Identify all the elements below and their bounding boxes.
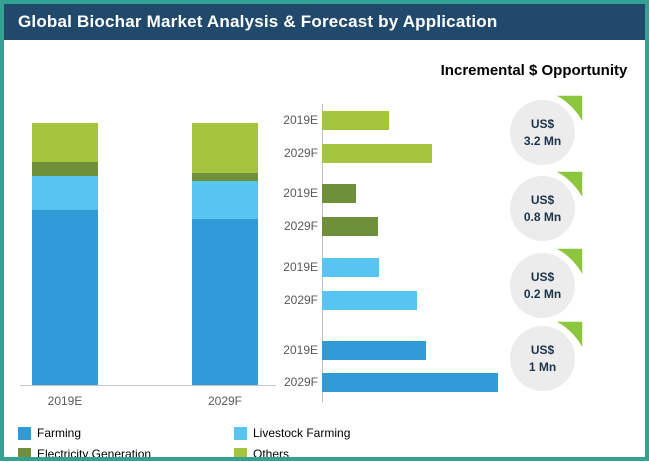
hbar-row-others-2029f: 2029F: [272, 143, 432, 163]
category-label-2029f: 2029F: [207, 394, 243, 408]
hbar-electricity-2019e: [322, 183, 356, 203]
hbar-row-livestock-2019e: 2019E: [272, 257, 379, 277]
legend-item-farming: Farming: [18, 426, 234, 440]
legend-swatch: [18, 426, 31, 440]
segment-livestock-2029f: [192, 181, 258, 219]
badge-amount: 0.2 Mn: [523, 286, 562, 301]
segment-farming-2029f: [192, 219, 258, 385]
segment-electricity-2019e: [32, 162, 98, 176]
x-axis-line: [20, 385, 276, 386]
horizontal-bar-chart: 2019E 2029F 2019E 2029F 2019E 2029F 2019…: [272, 104, 517, 402]
hbar-livestock-2029f: [322, 290, 417, 310]
hbar-row-farming-2019e: 2019E: [272, 340, 426, 360]
opportunity-badge-farming: US$ 1 Mn: [510, 320, 584, 391]
badge-currency: US$: [530, 270, 555, 285]
badge-circle: US$ 0.8 Mn: [510, 176, 575, 241]
hbar-others-2029f: [322, 143, 432, 163]
chart-legend: Farming Livestock Farming Electricity Ge…: [18, 426, 350, 461]
stacked-column-2019e: [32, 123, 98, 385]
title-bar: Global Biochar Market Analysis & Forecas…: [4, 4, 645, 40]
page-title: Global Biochar Market Analysis & Forecas…: [18, 12, 498, 31]
badge-amount: 0.8 Mn: [523, 209, 562, 224]
opportunity-badge-livestock: US$ 0.2 Mn: [510, 247, 584, 318]
opportunity-badge-electricity: US$ 0.8 Mn: [510, 170, 584, 241]
hbar-electricity-2029f: [322, 216, 378, 236]
badge-amount: 1 Mn: [528, 359, 557, 374]
hbar-label: 2019E: [283, 113, 318, 127]
legend-item-livestock-farming: Livestock Farming: [234, 426, 350, 440]
hbar-livestock-2019e: [322, 257, 379, 277]
incremental-opportunity-title: Incremental $ Opportunity: [440, 62, 628, 79]
hbar-label: 2029F: [283, 219, 318, 233]
segment-livestock-2019e: [32, 176, 98, 210]
growth-leaf-icon: [552, 94, 584, 125]
legend-item-others: Others: [234, 447, 350, 461]
badge-currency: US$: [530, 343, 555, 358]
growth-leaf-icon: [552, 170, 584, 201]
badge-circle: US$ 3.2 Mn: [510, 100, 575, 165]
hbar-row-others-2019e: 2019E: [272, 110, 389, 130]
segment-others-2029f: [192, 123, 258, 173]
badge-amount: 3.2 Mn: [523, 133, 562, 148]
legend-swatch: [18, 447, 31, 457]
hbar-farming-2019e: [322, 340, 426, 360]
legend-swatch: [234, 426, 247, 440]
legend-item-electricity-generation: Electricity Generation: [18, 447, 234, 461]
badge-currency: US$: [530, 117, 555, 132]
legend-label: Others: [253, 447, 290, 461]
hbar-row-electricity-2029f: 2029F: [272, 216, 378, 236]
hbar-label: 2019E: [283, 186, 318, 200]
hbar-row-electricity-2019e: 2019E: [272, 183, 356, 203]
hbar-farming-2029f: [322, 372, 498, 392]
hbar-label: 2019E: [283, 260, 318, 274]
y-axis-line: [322, 104, 323, 402]
hbar-label: 2029F: [283, 375, 318, 389]
opportunity-badge-others: US$ 3.2 Mn: [510, 94, 584, 165]
legend-label: Farming: [37, 426, 82, 440]
legend-label: Livestock Farming: [253, 426, 351, 440]
legend-label: Electricity Generation: [37, 447, 152, 461]
badge-circle: US$ 0.2 Mn: [510, 253, 575, 318]
hbar-label: 2019E: [283, 343, 318, 357]
segment-others-2019e: [32, 123, 98, 162]
segment-farming-2019e: [32, 210, 98, 385]
badge-currency: US$: [530, 193, 555, 208]
badge-circle: US$ 1 Mn: [510, 326, 575, 391]
hbar-label: 2029F: [283, 293, 318, 307]
hbar-row-farming-2029f: 2029F: [272, 372, 498, 392]
legend-swatch: [234, 447, 247, 457]
category-label-2019e: 2019E: [47, 394, 83, 408]
stacked-column-2029f: [192, 123, 258, 385]
growth-leaf-icon: [552, 320, 584, 351]
hbar-others-2019e: [322, 110, 389, 130]
hbar-label: 2029F: [283, 146, 318, 160]
stacked-column-chart: 2019E 2029F: [20, 112, 276, 412]
growth-leaf-icon: [552, 247, 584, 278]
segment-electricity-2029f: [192, 173, 258, 181]
hbar-row-livestock-2029f: 2029F: [272, 290, 417, 310]
